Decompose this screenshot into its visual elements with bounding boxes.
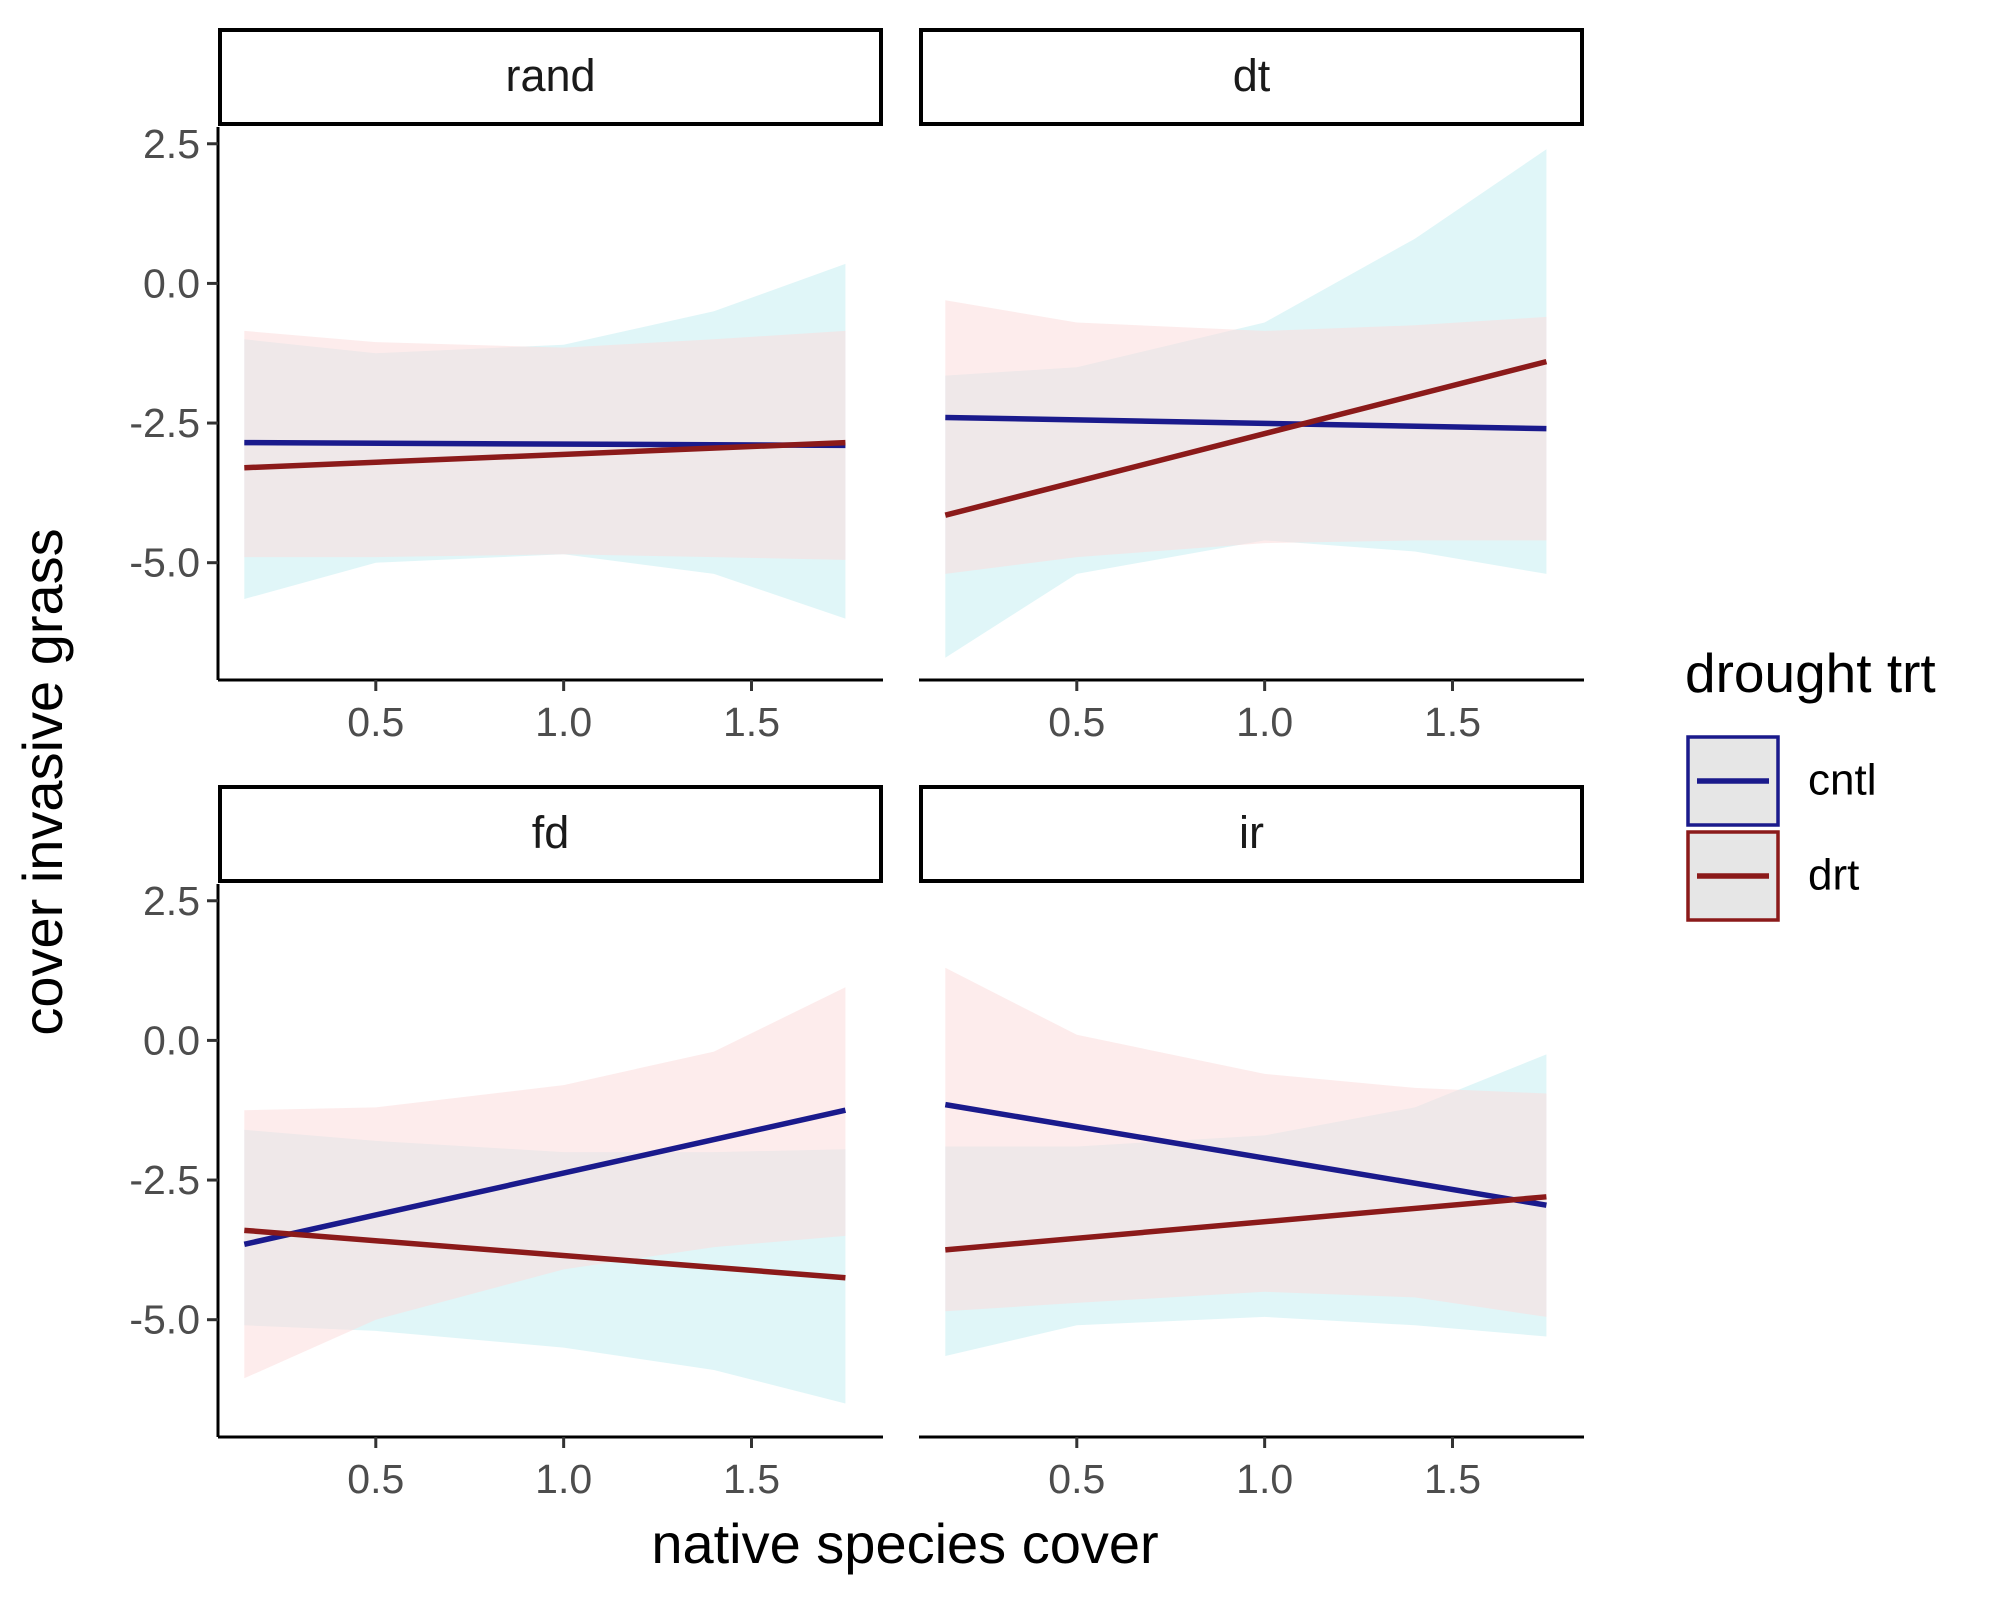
x-tick-label: 1.5 (723, 699, 780, 745)
fit-line-drt (244, 1227, 846, 1281)
y-tick-label: -2.5 (129, 400, 200, 446)
x-tick-label: 0.5 (347, 699, 404, 745)
facet-strip-ir (919, 785, 1584, 883)
y-tick-label: 2.5 (143, 121, 200, 167)
y-tick-label: -5.0 (129, 1297, 200, 1343)
facet-strip-dt (919, 28, 1584, 126)
y-tick-label: 0.0 (143, 1017, 200, 1063)
facet-strip-label: rand (505, 50, 595, 101)
x-tick-label: 1.0 (535, 699, 592, 745)
facet-strip-label: dt (1233, 50, 1271, 101)
fit-line-drt (244, 439, 846, 471)
y-tick-label: -2.5 (129, 1157, 200, 1203)
fit-line-cntl (243, 1107, 847, 1247)
fit-line-drt (944, 358, 1548, 518)
x-tick-label: 0.5 (347, 1456, 404, 1502)
facet-panel-dt: dt 0.5 1.0 1.5 (919, 28, 1584, 745)
x-tick-label: 0.5 (1048, 699, 1105, 745)
fit-line-drt (945, 1194, 1547, 1253)
x-tick-label: 0.5 (1048, 1456, 1105, 1502)
y-axis-title: cover invasive grass (11, 528, 74, 1035)
y-tick-label: -5.0 (129, 540, 200, 586)
x-axis-title: native species cover (651, 1512, 1158, 1575)
x-tick-label: 1.0 (535, 1456, 592, 1502)
y-tick-label: 0.0 (143, 260, 200, 306)
legend-items: cntl drt (1686, 735, 1876, 922)
fit-line-cntl (945, 414, 1547, 432)
fit-line-cntl (944, 1101, 1547, 1208)
facet-strip-rand (218, 28, 883, 126)
facet-panel-fd: fd 0.5 1.0 1.5 2.5 0.0 -2.5 -5.0 (129, 785, 883, 1502)
legend: drought trt cntl drt (1685, 642, 1936, 922)
y-tick-label: 2.5 (143, 878, 200, 924)
legend-title: drought trt (1685, 642, 1936, 704)
facet-panel-rand: rand 0.5 1.0 1.5 2.5 0.0 -2.5 -5.0 (129, 28, 883, 745)
x-tick-label: 1.5 (1424, 1456, 1481, 1502)
x-tick-label: 1.5 (723, 1456, 780, 1502)
ci-ribbon-drt (945, 967, 1547, 1317)
x-tick-label: 1.0 (1236, 699, 1293, 745)
ci-ribbon-drt (244, 987, 846, 1379)
legend-item-cntl: cntl (1686, 735, 1876, 827)
facet-strip-label: ir (1239, 807, 1264, 858)
legend-label: drt (1808, 851, 1859, 900)
facet-strip-fd (218, 785, 883, 883)
facet-panel-ir: ir 0.5 1.0 1.5 (919, 785, 1584, 1502)
legend-item-drt: drt (1686, 830, 1859, 922)
x-tick-label: 1.5 (1424, 699, 1481, 745)
facet-strip-label: fd (532, 807, 570, 858)
x-tick-label: 1.0 (1236, 1456, 1293, 1502)
legend-label: cntl (1808, 756, 1876, 805)
